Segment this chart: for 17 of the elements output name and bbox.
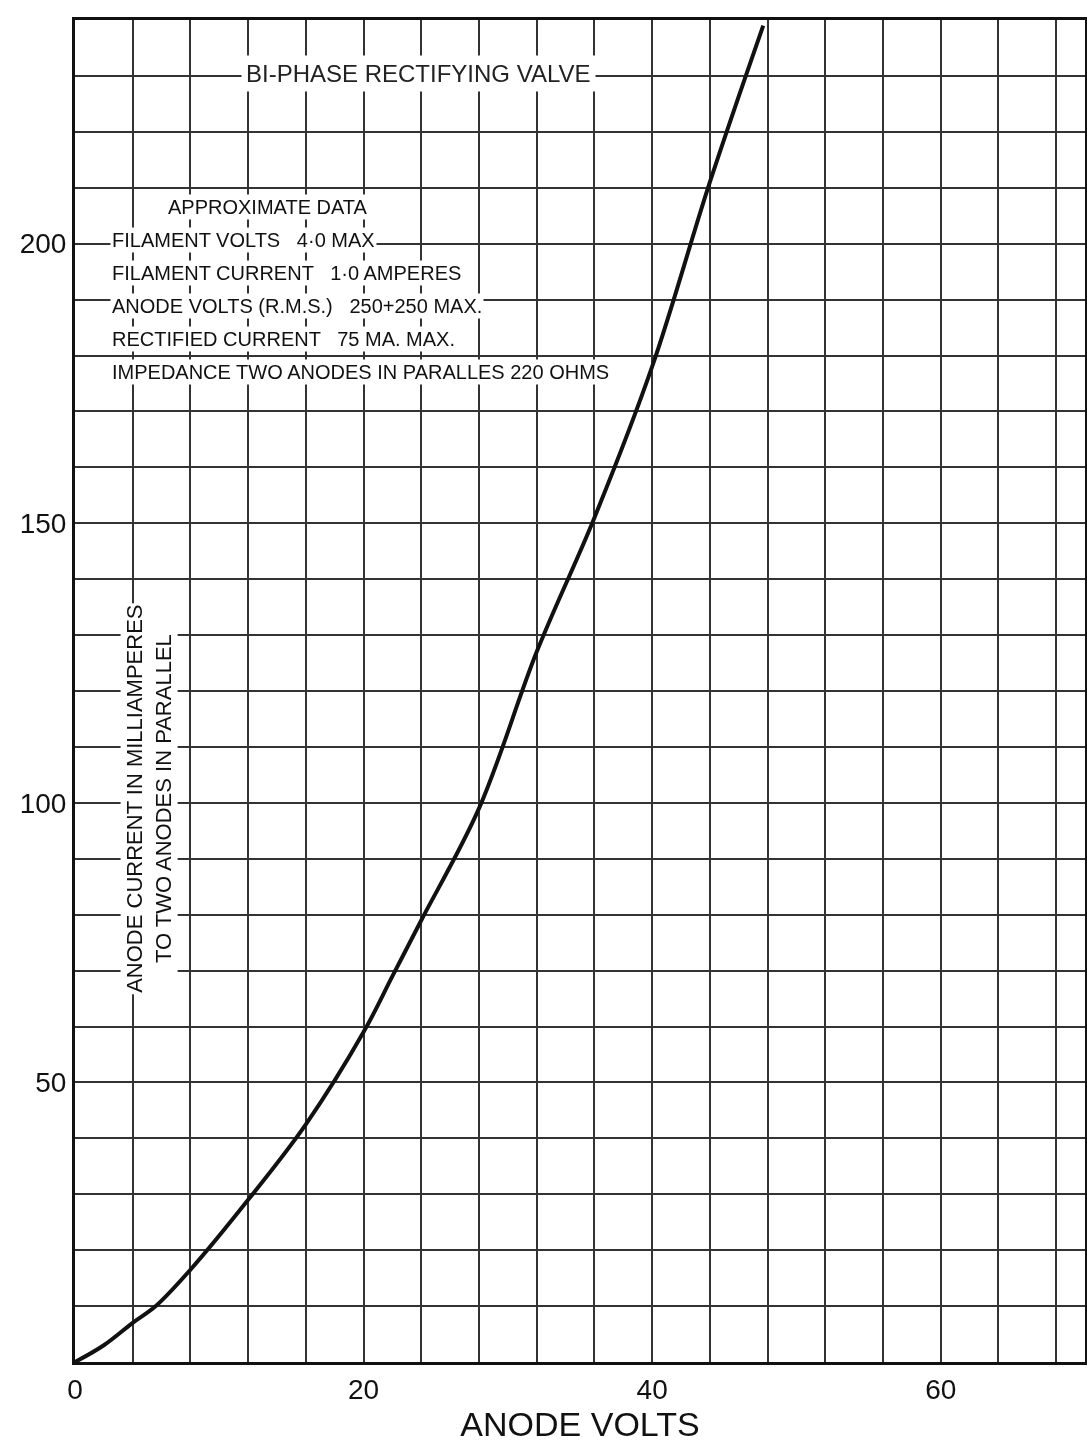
x-axis-title: ANODE VOLTS	[460, 1404, 700, 1443]
y-tick-label: 200	[19, 228, 67, 260]
x-tick-label: 20	[347, 1373, 380, 1405]
annotation: APPROXIMATE DATA	[168, 196, 368, 218]
y-tick-label: 150	[19, 508, 67, 540]
y-tick-label: 100	[19, 787, 67, 819]
y-tick-label: 50	[35, 1067, 67, 1099]
annotation: RECTIFIED CURRENT 75 MA. MAX.	[112, 328, 456, 350]
annotation: IMPEDANCE TWO ANODES IN PARALLES 220 OHMS	[112, 361, 610, 383]
annotation: FILAMENT CURRENT 1·0 AMPERES	[112, 262, 462, 284]
y-axis-title: ANODE CURRENT IN MILLIAMPERES TO TWO ANODES IN PARALLEL	[122, 604, 176, 993]
x-tick-label: 40	[636, 1373, 668, 1405]
x-tick-label: 60	[925, 1373, 957, 1405]
annotation: FILAMENT VOLTS 4·0 MAX	[112, 229, 375, 251]
text: BI-PHASE RECTIFYING VALVE	[246, 60, 591, 87]
x-tick-label: 0	[67, 1373, 83, 1405]
annotation: ANODE VOLTS (R.M.S.) 250+250 MAX.	[112, 295, 483, 317]
